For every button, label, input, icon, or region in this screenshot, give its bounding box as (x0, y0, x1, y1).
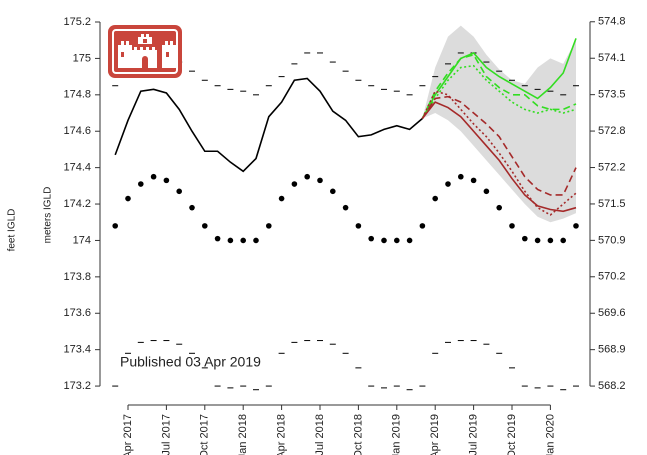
avg-point (189, 204, 195, 211)
series-line (421, 90, 577, 216)
avg-point (458, 173, 464, 180)
series-line (421, 95, 577, 196)
y-tick-label: 174.6 (63, 125, 91, 137)
avg-point (291, 181, 298, 187)
avg-point (227, 237, 234, 244)
avg-point (240, 237, 246, 244)
avg-point (125, 195, 131, 202)
y2-tick-label: 574.8 (598, 16, 626, 28)
y-tick-label: 173.4 (63, 344, 91, 356)
avg-point (547, 237, 554, 244)
avg-point (470, 177, 477, 184)
series-line (421, 53, 577, 119)
y-tick-label: 174.2 (63, 198, 91, 210)
avg-point (445, 181, 451, 187)
x-tick-label: Jan 2019 (391, 414, 403, 455)
series-line (421, 64, 577, 119)
x-tick-label: Oct 2019 (506, 414, 518, 455)
annotation: Published 03 Apr 2019 (120, 354, 261, 370)
avg-point (432, 195, 439, 202)
y-tick-label: 175.2 (63, 16, 91, 28)
y-tick-label: 174 (73, 234, 91, 246)
avg-point (253, 237, 259, 244)
y-tick-label: 173.6 (63, 307, 91, 319)
avg-point (266, 223, 272, 229)
y2-tick-label: 571.5 (598, 198, 626, 210)
avg-point (406, 237, 413, 244)
avg-point (419, 223, 426, 229)
avg-point (483, 188, 490, 195)
avg-point (163, 177, 170, 184)
avg-point (317, 177, 323, 184)
y2-tick-label: 574.1 (598, 52, 626, 64)
y2-tick-label: 568.2 (598, 380, 626, 392)
avg-point (534, 237, 541, 244)
avg-point (304, 173, 311, 180)
avg-point (330, 188, 336, 195)
x-tick-label: Jan 2018 (237, 414, 249, 455)
y2-tick-label: 572.8 (598, 125, 626, 137)
avg-point (176, 188, 182, 195)
x-tick-label: Oct 2018 (352, 414, 364, 455)
avg-point (394, 237, 400, 244)
avg-point (278, 195, 285, 202)
avg-point (381, 237, 387, 244)
avg-point (573, 223, 579, 229)
y2-tick-label: 570.9 (598, 234, 626, 246)
y2-tick-label: 570.2 (598, 271, 626, 283)
y-tick-label: 174.4 (63, 162, 91, 174)
x-tick-label: Jul 2019 (468, 414, 480, 455)
avg-point (560, 237, 566, 244)
avg-point (150, 173, 157, 180)
y-tick-label: 174.8 (63, 89, 91, 101)
series-line (114, 77, 423, 173)
x-tick-label: Jul 2018 (314, 414, 326, 455)
x-tick-label: Jul 2017 (160, 414, 172, 455)
x-tick-label: Jan 2020 (544, 414, 556, 455)
y-tick-label: 173.2 (63, 380, 91, 392)
y-axis-title: meters IGLD (43, 187, 54, 244)
avg-point (138, 181, 144, 187)
avg-point (496, 204, 503, 211)
series-line (421, 101, 577, 213)
y2-tick-label: 572.2 (598, 161, 626, 173)
avg-point (368, 235, 375, 242)
avg-point (522, 235, 528, 242)
x-tick-label: Apr 2019 (429, 414, 441, 455)
avg-point (214, 235, 221, 242)
avg-point (355, 223, 362, 229)
x-tick-label: Oct 2017 (199, 414, 211, 455)
avg-point (509, 223, 515, 229)
forecast-band (422, 25, 576, 223)
y2-tick-label: 568.9 (598, 344, 626, 356)
x-tick-label: Apr 2018 (276, 414, 288, 455)
y-tick-label: 173.8 (63, 271, 91, 283)
y-axis-outer-title: feet IGLD (7, 209, 18, 252)
avg-point (112, 223, 118, 229)
avg-point (202, 223, 208, 229)
y-tick-label: 175 (73, 52, 91, 64)
series-line (421, 38, 577, 119)
avg-point (342, 204, 349, 211)
x-tick-label: Apr 2017 (122, 414, 134, 455)
usace-logo (108, 25, 182, 78)
y2-tick-label: 573.5 (598, 89, 626, 101)
y2-tick-label: 569.6 (598, 307, 626, 319)
